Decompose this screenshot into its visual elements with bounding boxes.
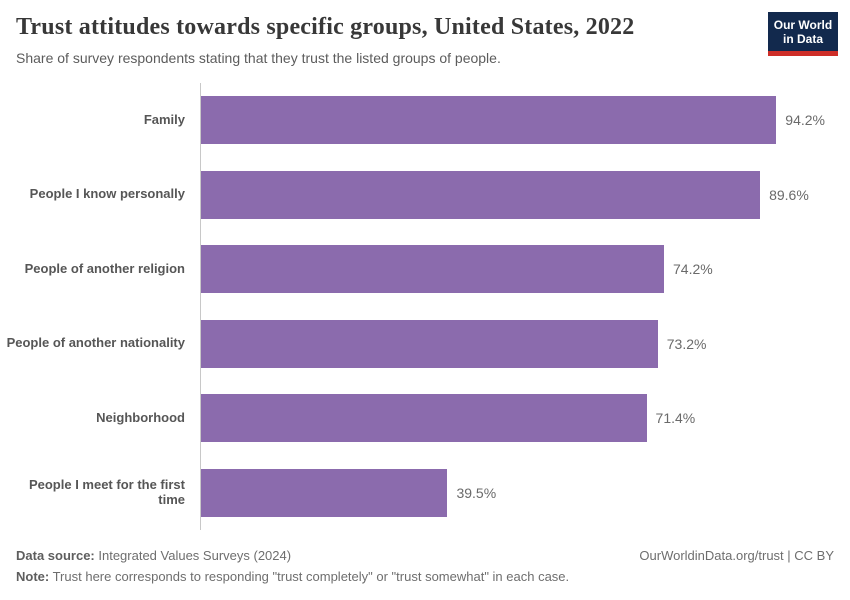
bar-track: 73.2% <box>201 319 825 368</box>
bar[interactable] <box>201 468 448 517</box>
data-source-value: Integrated Values Surveys (2024) <box>94 548 292 564</box>
bar[interactable] <box>201 394 647 443</box>
data-source-label: Data source: <box>16 548 95 564</box>
owid-logo[interactable]: Our World in Data <box>768 12 838 57</box>
bar-row: People I know personally 89.6% <box>0 158 850 233</box>
bar-track: 39.5% <box>201 468 825 517</box>
chart-header: Trust attitudes towards specific groups,… <box>0 0 850 67</box>
data-source: Data source: Integrated Values Surveys (… <box>16 546 291 567</box>
bar-row: People of another religion 74.2% <box>0 232 850 307</box>
chart-subtitle: Share of survey respondents stating that… <box>16 50 501 66</box>
category-label: People I know personally <box>29 186 185 202</box>
header-text: Trust attitudes towards specific groups,… <box>16 12 634 67</box>
value-label: 39.5% <box>456 484 497 501</box>
category-label: Family <box>143 111 185 127</box>
bar-track: 74.2% <box>201 245 825 294</box>
value-label: 71.4% <box>655 410 696 427</box>
footer-source-row: Data source: Integrated Values Surveys (… <box>16 546 834 567</box>
bar[interactable] <box>201 170 761 219</box>
chart-title: Trust attitudes towards specific groups,… <box>16 14 635 40</box>
bar[interactable] <box>201 245 664 294</box>
y-axis-line <box>200 83 201 531</box>
category-label: People I meet for the first time <box>28 477 185 507</box>
bar-row: Neighborhood 71.4% <box>0 381 850 456</box>
attribution-link[interactable]: OurWorldinData.org/trust | CC BY <box>639 548 834 564</box>
note-label: Note: <box>16 569 50 585</box>
bar-row: People of another nationality 73.2% <box>0 307 850 382</box>
value-label: 89.6% <box>769 186 809 203</box>
chart-footer: Data source: Integrated Values Surveys (… <box>16 546 834 588</box>
bar-track: 71.4% <box>201 394 825 443</box>
category-label: People of another nationality <box>6 335 185 351</box>
bar-chart-plot: Family 94.2% People I know personally 89… <box>0 83 850 531</box>
bar-row: People I meet for the first time 39.5% <box>0 456 850 531</box>
value-label: 73.2% <box>666 335 707 352</box>
category-label: Neighborhood <box>96 409 185 425</box>
category-label: People of another religion <box>24 260 185 276</box>
value-label: 94.2% <box>785 112 825 129</box>
footer-note-row: Note: Trust here corresponds to respondi… <box>16 567 834 588</box>
logo-line-1: Our World <box>773 18 833 32</box>
note-value: Trust here corresponds to responding "tr… <box>49 569 570 585</box>
bar-track: 94.2% <box>201 96 825 145</box>
logo-line-2: in Data <box>782 32 823 47</box>
bar-row: Family 94.2% <box>0 83 850 158</box>
bar[interactable] <box>201 96 777 145</box>
bar-rows: Family 94.2% People I know personally 89… <box>0 83 850 530</box>
bar[interactable] <box>201 319 658 368</box>
value-label: 74.2% <box>673 261 713 278</box>
bar-track: 89.6% <box>201 170 825 219</box>
